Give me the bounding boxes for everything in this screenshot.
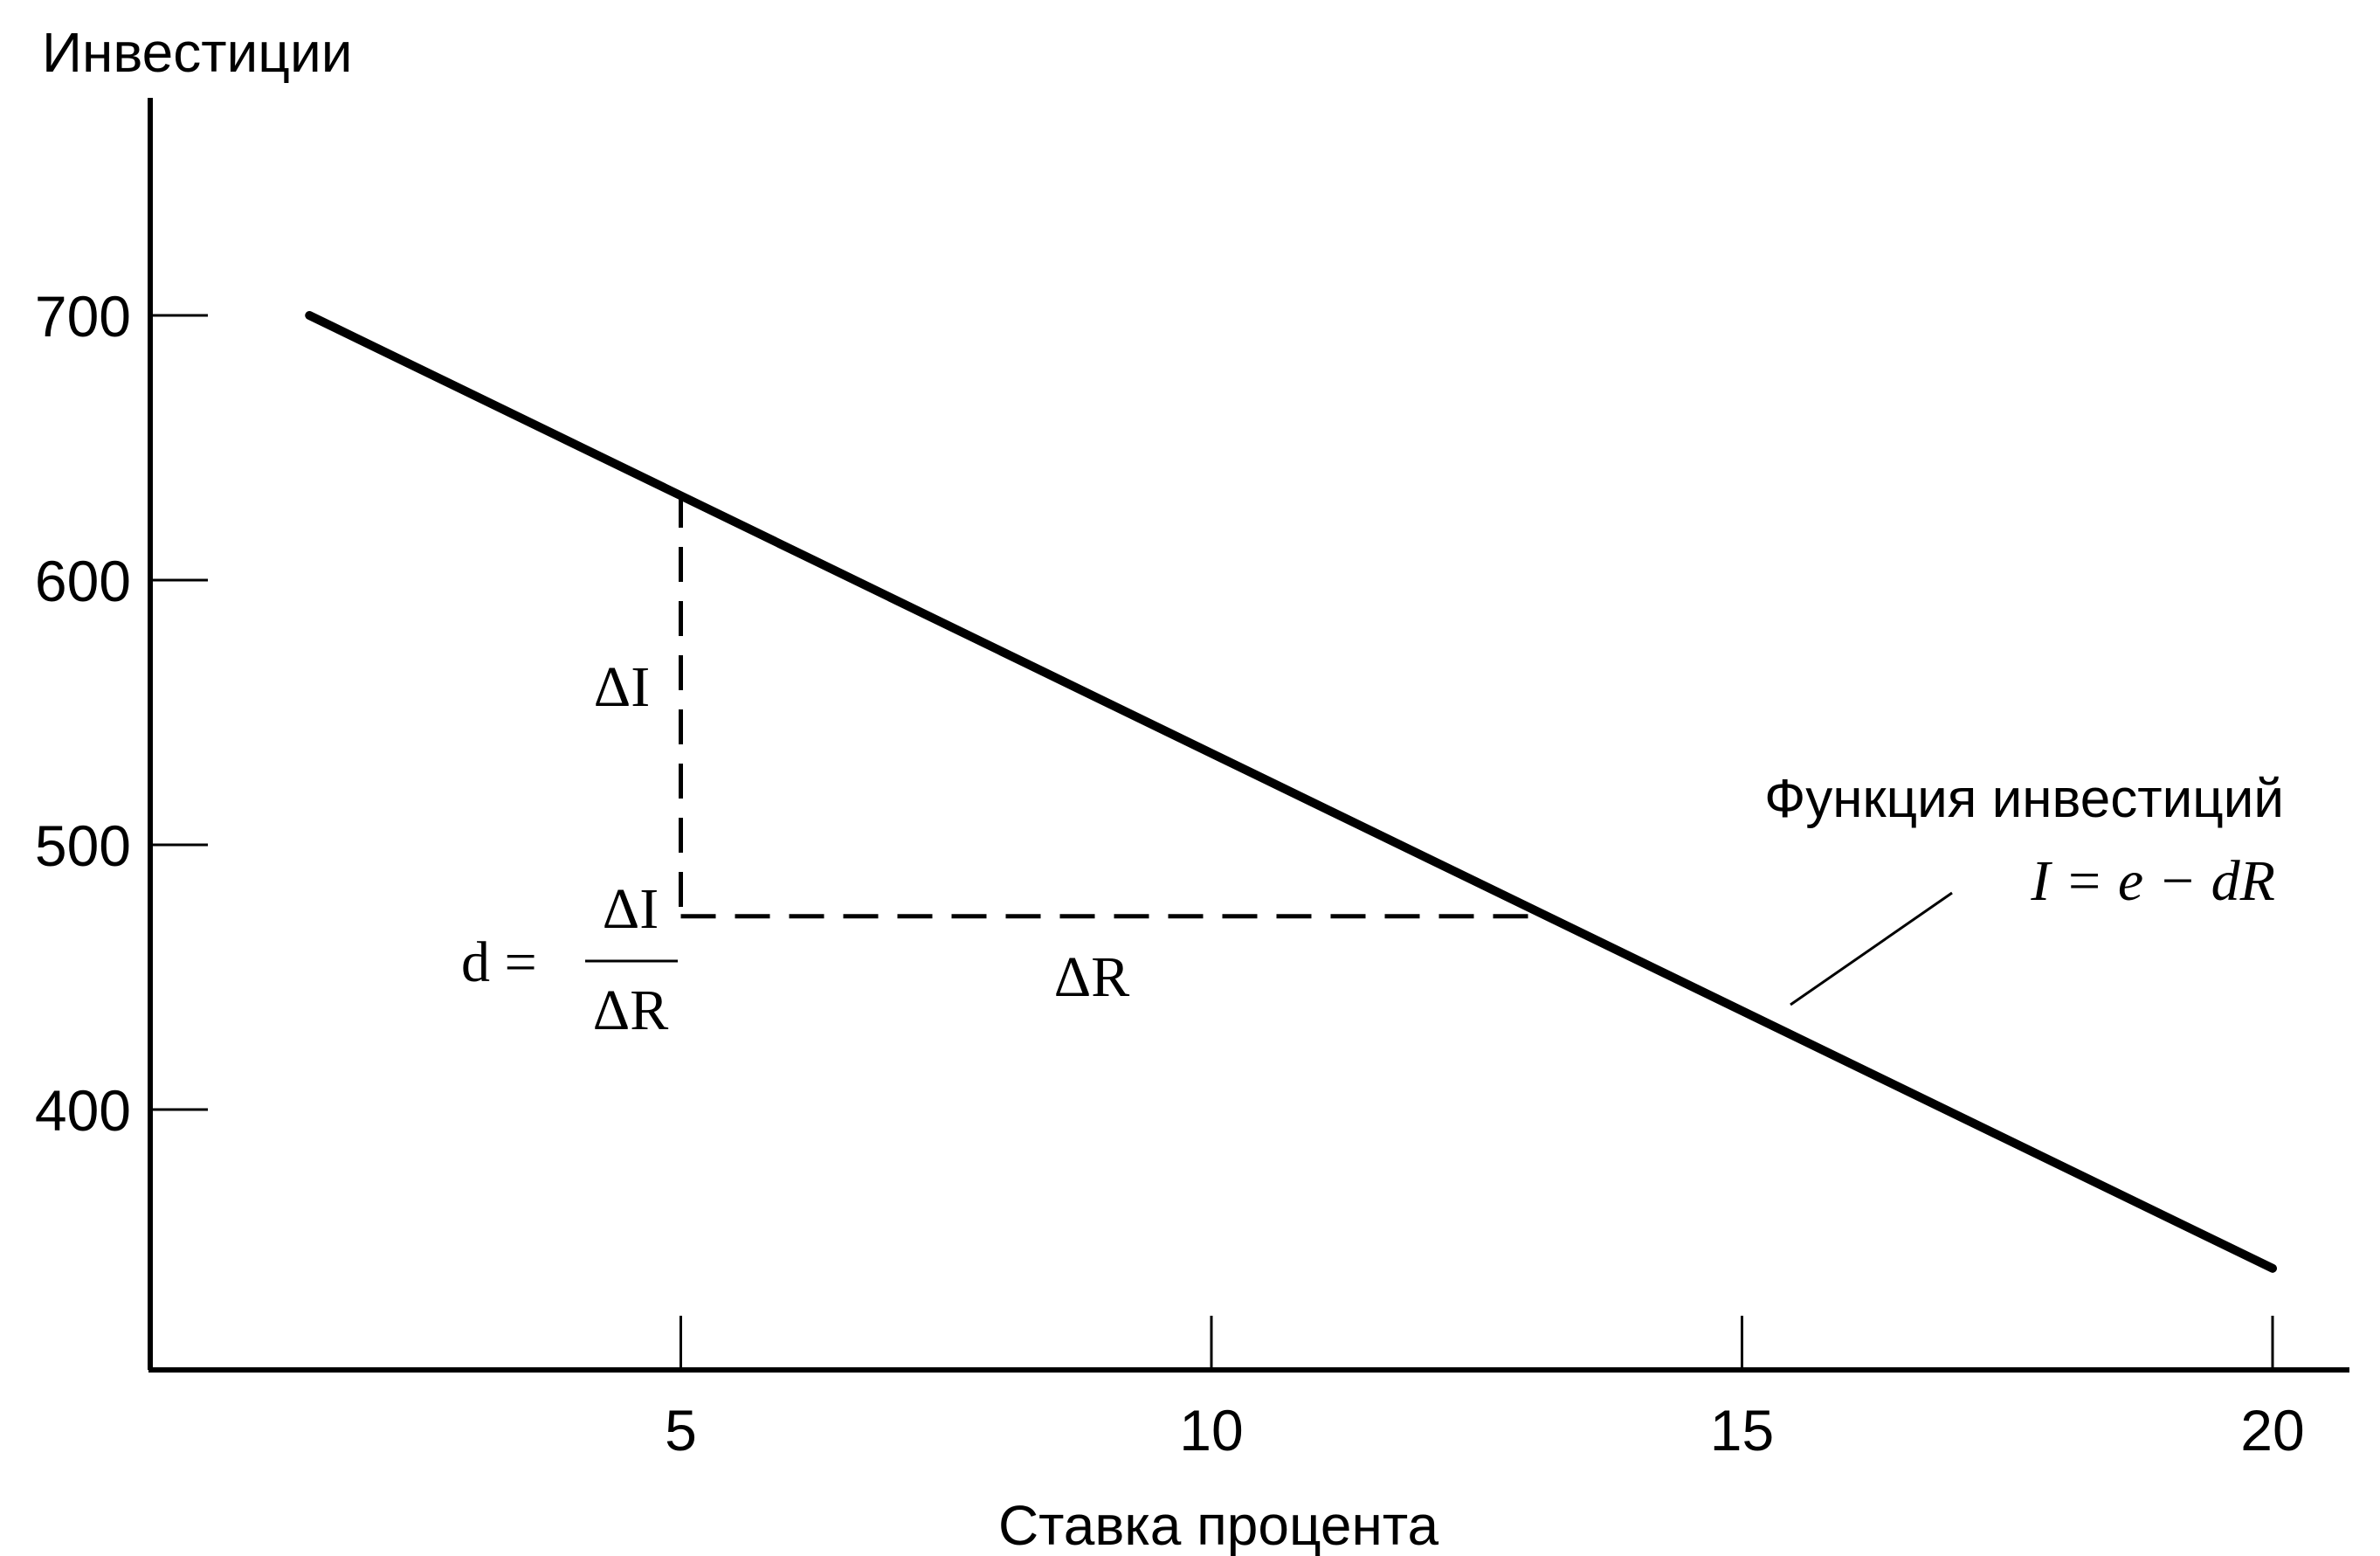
y-tick-label: 700 (35, 284, 131, 349)
y-tick-label: 600 (35, 549, 131, 613)
equation-leader-line (1790, 891, 1953, 1006)
y-axis-ticks: 400 500 600 700 (35, 284, 208, 1143)
x-tick-label: 10 (1179, 1398, 1243, 1463)
x-tick-label: 5 (665, 1398, 697, 1463)
equation-label: I = e − dR (2030, 849, 2275, 913)
series-lines (305, 311, 2277, 1273)
x-axis-title: Ставка процента (998, 1494, 1439, 1556)
slope-formula-numerator: ΔI (603, 877, 659, 941)
slope-formula-lhs: d = (461, 930, 537, 994)
y-axis-title: Инвестиции (42, 21, 352, 84)
function-label: Функция инвестиций (1764, 769, 2284, 829)
y-tick-label: 500 (35, 813, 131, 878)
y-tick-label: 400 (35, 1078, 131, 1143)
slope-formula-denominator: ΔR (593, 979, 668, 1042)
slope-formula: d = ΔI ΔR (461, 877, 678, 1042)
x-axis-ticks: 5 10 15 20 (665, 1316, 2305, 1463)
delta-i-label: ΔI (594, 655, 650, 719)
x-tick-label: 15 (1710, 1398, 1774, 1463)
investment-function-line (305, 311, 2277, 1273)
delta-r-label: ΔR (1054, 945, 1129, 1009)
x-tick-label: 20 (2240, 1398, 2304, 1463)
